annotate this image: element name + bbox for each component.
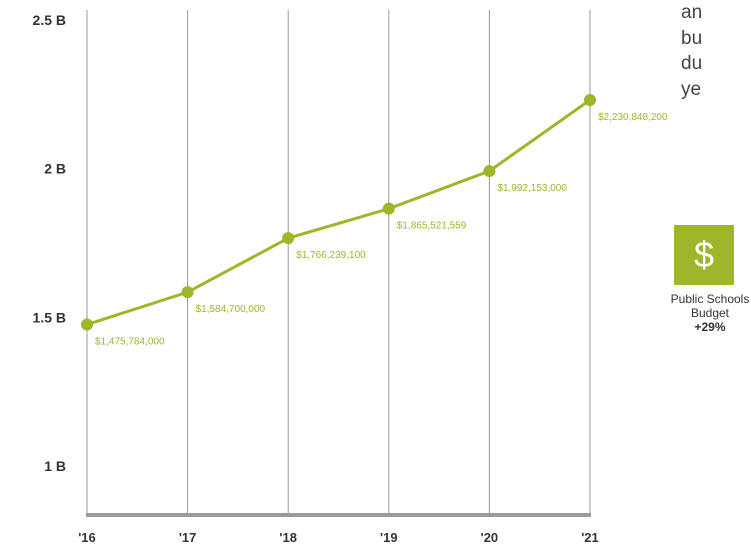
data-point: [483, 164, 496, 177]
data-point: [81, 318, 93, 331]
vertical-gridlines: [86, 10, 591, 513]
side-text-line: an: [681, 2, 703, 23]
x-axis-baseline: [86, 513, 591, 517]
data-point: [282, 232, 295, 245]
badge-caption-line2: Budget: [690, 306, 730, 320]
data-point: [382, 202, 395, 215]
budget-badge-caption: Public Schools Budget +29%: [640, 292, 751, 334]
badge-caption-line1: Public Schools: [670, 292, 750, 306]
x-axis-tick-labels: '16 '17 '18 '19 '20 '21: [78, 530, 599, 545]
data-point: [584, 94, 596, 107]
data-label: $1,475,784,000: [95, 337, 165, 348]
dollar-icon: $: [674, 225, 734, 285]
data-labels: $1,475,784,000 $1,584,700,000 $1,766,239,1…: [95, 112, 668, 348]
x-tick-label: '16: [78, 530, 96, 545]
side-text-line: ye: [681, 78, 702, 100]
data-point: [181, 286, 194, 299]
x-tick-label: '21: [581, 530, 599, 545]
data-label: $1,766,239,100: [296, 250, 366, 261]
y-tick-label: 1 B: [44, 458, 66, 474]
x-tick-label: '17: [179, 530, 197, 545]
side-text-line: bu: [681, 27, 703, 49]
series-line: [86, 98, 591, 326]
data-points: [81, 94, 596, 331]
data-label: $1,865,521,559: [397, 221, 467, 232]
x-tick-label: '18: [279, 530, 297, 545]
y-tick-label: 2 B: [44, 161, 66, 177]
x-tick-label: '19: [380, 530, 398, 545]
data-label: $1,992,153,000: [497, 183, 567, 194]
side-text-line: du: [681, 53, 703, 74]
y-tick-label: 2.5 B: [33, 12, 66, 28]
data-label: $1,584,700,000: [196, 304, 266, 315]
badge-change-value: +29%: [694, 320, 726, 334]
data-label: $2,230,848,200: [598, 112, 668, 123]
cropped-side-text: an bu du ye: [681, 0, 751, 102]
x-tick-label: '20: [481, 530, 499, 545]
y-axis-tick-labels: 2.5 B 2 B 1.5 B 1 B: [33, 12, 66, 474]
y-tick-label: 1.5 B: [33, 309, 66, 325]
